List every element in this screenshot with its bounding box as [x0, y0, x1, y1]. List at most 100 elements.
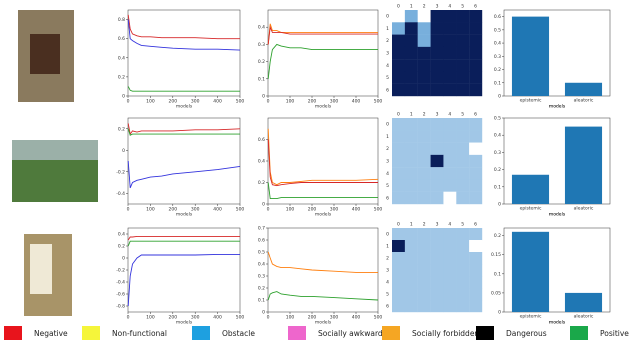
legend-label: Dangerous — [506, 329, 547, 338]
y-tick-label: 0 — [262, 202, 265, 208]
y-tick-label: 1 — [386, 244, 389, 250]
x-tick-label: 300 — [191, 99, 200, 105]
y-tick-label: 0.3 — [494, 150, 501, 156]
x-tick-label: 500 — [236, 315, 245, 321]
y-tick-label: 0.1 — [258, 298, 265, 304]
heat-cell — [456, 252, 470, 265]
y-tick-label: 0.2 — [494, 233, 501, 239]
heat-cell — [443, 191, 457, 205]
heat-cell — [404, 300, 418, 313]
x-tick-label: 300 — [330, 207, 339, 213]
heat-cell — [443, 83, 457, 97]
x-axis-label: models — [315, 104, 332, 110]
line-series — [267, 251, 378, 273]
heat-cell — [430, 46, 444, 60]
heat-cell — [430, 240, 444, 253]
heat-cell — [392, 34, 406, 48]
y-tick-label: 1 — [386, 134, 389, 140]
heat-cell — [469, 142, 483, 156]
y-tick-label: 0 — [262, 310, 265, 316]
heat-cell — [443, 71, 457, 84]
heat-cell — [430, 34, 444, 48]
legend-swatch — [192, 326, 210, 340]
x-tick-label: 4 — [448, 222, 451, 228]
y-tick-label: 0.5 — [258, 250, 265, 256]
x-tick-label: 500 — [374, 315, 383, 321]
x-tick-label: 100 — [286, 315, 295, 321]
y-tick-label: 0.5 — [494, 116, 501, 122]
y-tick-label: 0.3 — [258, 274, 265, 280]
legend-swatch — [476, 326, 494, 340]
x-tick-label: 0 — [397, 4, 400, 10]
x-axis-label: models — [549, 320, 566, 326]
legend-swatch — [82, 326, 100, 340]
x-tick-label: 200 — [308, 207, 317, 213]
heat-cell — [443, 252, 457, 265]
heat-cell — [469, 22, 483, 35]
heat-cell — [392, 142, 406, 156]
legend-label: Socially awkward — [318, 329, 383, 338]
heat-cell — [404, 34, 418, 48]
y-tick-label: 0 — [122, 148, 125, 154]
legend-label: Negative — [34, 329, 68, 338]
heat-cell — [404, 228, 418, 241]
x-axis-label: models — [549, 212, 566, 218]
y-tick-label: 0.4 — [258, 262, 265, 268]
x-tick-label: 400 — [352, 207, 361, 213]
heat-cell — [456, 71, 470, 84]
heat-cell — [430, 22, 444, 35]
x-axis-label: models — [176, 320, 193, 326]
y-tick-label: 0 — [386, 14, 389, 20]
x-tick-label: 1 — [410, 222, 413, 228]
y-tick-label: 0.4 — [494, 41, 501, 47]
y-tick-label: 0 — [386, 122, 389, 128]
x-tick-label: 0 — [267, 207, 270, 213]
heat-cell — [430, 154, 444, 168]
x-tick-label: 300 — [191, 315, 200, 321]
y-tick-label: 0.15 — [491, 252, 501, 258]
legend-label: Socially forbidden — [412, 329, 479, 338]
x-tick-label: epistemic — [520, 314, 542, 320]
heat-cell — [392, 83, 406, 97]
heat-cell — [417, 276, 431, 289]
y-tick-label: 0.3 — [494, 54, 501, 60]
x-tick-label: 3 — [436, 222, 439, 228]
line-series — [267, 182, 378, 200]
plot-frame — [503, 117, 611, 205]
heat-cell — [456, 167, 470, 180]
x-axis-label: models — [176, 104, 193, 110]
heat-cell — [430, 167, 444, 180]
x-axis-label: models — [549, 104, 566, 110]
y-tick-label: 5 — [386, 75, 389, 81]
x-tick-label: 4 — [448, 4, 451, 10]
heat-cell — [417, 34, 431, 48]
heat-cell — [456, 179, 470, 192]
heat-cell — [404, 83, 418, 97]
x-tick-label: 300 — [330, 99, 339, 105]
heat-cell — [456, 34, 470, 48]
y-tick-label: 0.4 — [494, 133, 501, 139]
line-series — [127, 235, 240, 241]
y-tick-label: 4 — [386, 171, 389, 177]
y-tick-label: 0.8 — [118, 17, 125, 23]
heat-cell — [417, 59, 431, 72]
x-tick-label: 200 — [169, 99, 178, 105]
x-tick-label: 5 — [461, 112, 464, 118]
heat-cell — [443, 240, 457, 253]
heat-cell — [469, 191, 483, 205]
heat-cell — [417, 167, 431, 180]
heat-cell — [443, 59, 457, 72]
heat-cell — [430, 83, 444, 97]
heat-cell — [443, 167, 457, 180]
heat-cell — [417, 10, 431, 23]
x-tick-label: 6 — [474, 4, 477, 10]
x-tick-label: 2 — [423, 112, 426, 118]
plot-frame — [127, 227, 241, 313]
heat-cell — [456, 118, 470, 131]
heat-cell — [469, 167, 483, 180]
y-tick-label: 0.2 — [258, 286, 265, 292]
heat-cell — [430, 300, 444, 313]
plot-frame — [127, 9, 241, 97]
heat-cell — [469, 118, 483, 131]
heat-cell — [417, 118, 431, 131]
